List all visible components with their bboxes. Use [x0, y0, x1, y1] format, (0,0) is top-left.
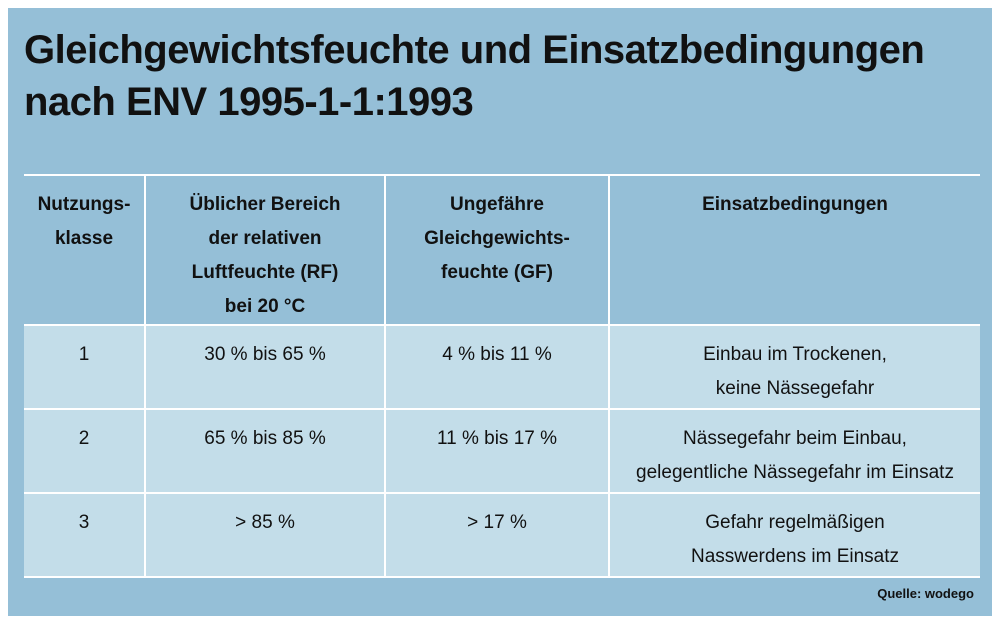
bedingungen-line: keine Nässegefahr	[715, 378, 875, 399]
header-gleichgewichtsfeuchte: Ungefähre Gleichgewichts- feuchte (GF)	[386, 176, 610, 324]
cell-rf: 30 % bis 65 %	[146, 326, 386, 408]
cell-gf: 11 % bis 17 %	[386, 410, 610, 492]
source-credit: Quelle: wodego	[877, 586, 974, 601]
header-text: Einsatzbedingungen	[702, 194, 888, 215]
bedingungen-line: Nasswerdens im Einsatz	[690, 546, 900, 567]
cell-rf: > 85 %	[146, 494, 386, 576]
header-text: der relativen	[208, 228, 322, 249]
header-text: feuchte (GF)	[441, 262, 553, 283]
bedingungen-line: Nässegefahr beim Einbau,	[683, 428, 907, 449]
header-text: Nutzungs-	[37, 194, 131, 215]
table-row: 2 65 % bis 85 % 11 % bis 17 % Nässegefah…	[24, 410, 980, 494]
header-luftfeuchte: Üblicher Bereich der relativen Luftfeuch…	[146, 176, 386, 324]
cell-bedingungen: Einbau im Trockenen, keine Nässegefahr	[610, 326, 980, 408]
table-header-row: Nutzungs- klasse Üblicher Bereich der re…	[24, 176, 980, 326]
bedingungen-line: Einbau im Trockenen,	[703, 344, 887, 365]
table-row: 1 30 % bis 65 % 4 % bis 11 % Einbau im T…	[24, 326, 980, 410]
moisture-table: Nutzungs- klasse Üblicher Bereich der re…	[24, 174, 980, 578]
bedingungen-line: Gefahr regelmäßigen	[705, 512, 885, 533]
header-text: bei 20 °C	[224, 296, 306, 317]
title-line-2: nach ENV 1995-1-1:1993	[24, 80, 474, 124]
cell-rf: 65 % bis 85 %	[146, 410, 386, 492]
cell-gf: > 17 %	[386, 494, 610, 576]
cell-bedingungen: Gefahr regelmäßigen Nasswerdens im Einsa…	[610, 494, 980, 576]
cell-klasse: 3	[24, 494, 146, 576]
cell-klasse: 1	[24, 326, 146, 408]
header-text: klasse	[54, 228, 114, 249]
header-text: Luftfeuchte (RF)	[191, 262, 339, 283]
page-title: Gleichgewichtsfeuchte und Einsatzbedingu…	[24, 24, 974, 128]
cell-klasse: 2	[24, 410, 146, 492]
header-text: Ungefähre	[450, 194, 544, 215]
bedingungen-line: gelegentliche Nässegefahr im Einsatz	[636, 462, 954, 483]
table-row: 3 > 85 % > 17 % Gefahr regelmäßigen Nass…	[24, 494, 980, 578]
title-line-1: Gleichgewichtsfeuchte und Einsatzbedingu…	[24, 28, 925, 72]
infographic-frame: Gleichgewichtsfeuchte und Einsatzbedingu…	[8, 8, 992, 616]
header-nutzungsklasse: Nutzungs- klasse	[24, 176, 146, 324]
cell-gf: 4 % bis 11 %	[386, 326, 610, 408]
header-text: Üblicher Bereich	[189, 194, 341, 215]
header-text: Gleichgewichts-	[424, 228, 570, 249]
cell-bedingungen: Nässegefahr beim Einbau, gelegentliche N…	[610, 410, 980, 492]
header-einsatzbedingungen: Einsatzbedingungen	[610, 176, 980, 324]
